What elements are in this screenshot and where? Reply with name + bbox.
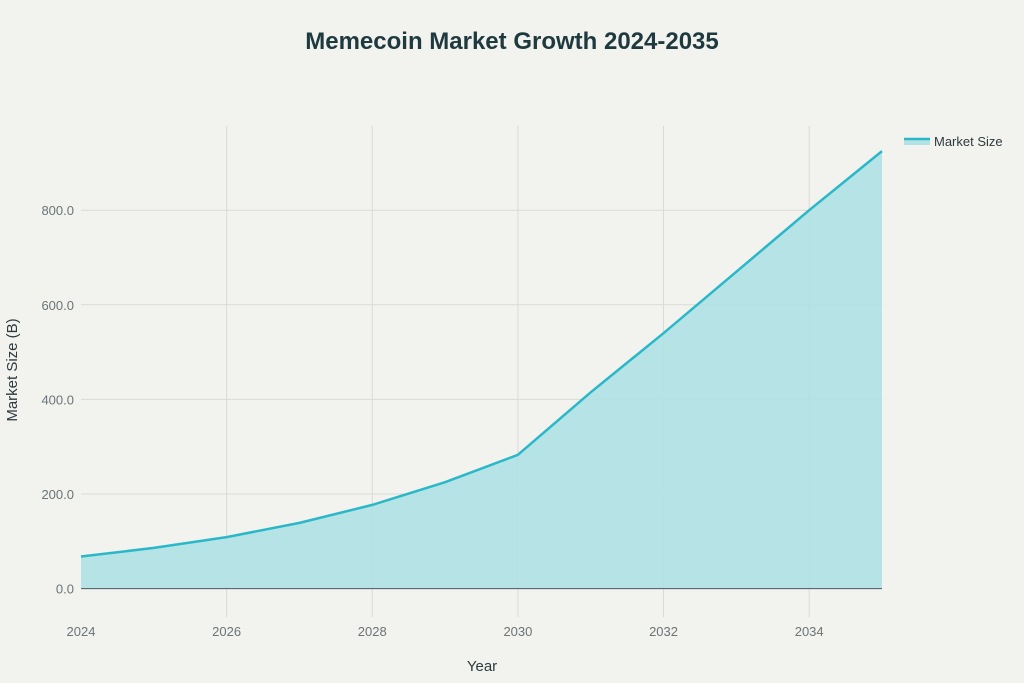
- y-tick-label: 200.0: [41, 487, 74, 502]
- data-point[interactable]: [369, 502, 375, 508]
- x-tick-label: 2028: [358, 624, 387, 639]
- chart-title: Memecoin Market Growth 2024-2035: [305, 28, 719, 55]
- x-tick-label: 2034: [795, 624, 824, 639]
- x-tick-label: 2024: [67, 624, 96, 639]
- y-axis-label: Market Size (B): [4, 318, 21, 421]
- x-tick-label: 2026: [212, 624, 241, 639]
- y-tick-labels: 0.0 200.0 400.0 600.0 800.0: [41, 203, 74, 596]
- y-tick-label: 600.0: [41, 298, 74, 313]
- data-point[interactable]: [588, 389, 594, 395]
- area-fill-layer: [81, 151, 882, 589]
- x-tick-label: 2032: [649, 624, 678, 639]
- legend[interactable]: Market Size: [904, 134, 1003, 149]
- data-point[interactable]: [733, 269, 739, 275]
- y-tick-label: 800.0: [41, 203, 74, 218]
- data-point[interactable]: [515, 452, 521, 458]
- x-tick-labels: 2024 2026 2028 2030 2032 2034: [67, 624, 824, 639]
- data-point[interactable]: [78, 553, 84, 559]
- x-tick-label: 2030: [503, 624, 532, 639]
- y-tick-label: 0.0: [56, 582, 74, 597]
- data-point[interactable]: [806, 207, 812, 213]
- data-point[interactable]: [296, 520, 302, 526]
- legend-swatch-fill: [904, 139, 930, 145]
- data-point[interactable]: [442, 479, 448, 485]
- y-tick-label: 400.0: [41, 392, 74, 407]
- series-line-layer: [80, 150, 883, 558]
- data-point[interactable]: [661, 330, 667, 336]
- series-area-market-size: [81, 151, 882, 589]
- data-point[interactable]: [879, 148, 885, 154]
- x-axis-label: Year: [467, 658, 497, 675]
- series-line-market-size[interactable]: [80, 150, 883, 558]
- data-point[interactable]: [224, 534, 230, 540]
- data-point[interactable]: [151, 545, 157, 551]
- legend-label: Market Size: [934, 134, 1003, 149]
